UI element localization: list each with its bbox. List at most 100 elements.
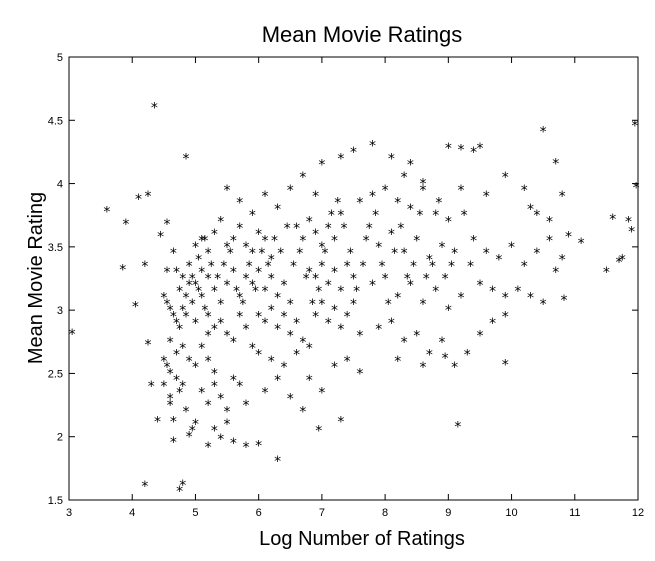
data-point: * (318, 297, 325, 313)
data-point: * (280, 309, 287, 325)
data-point: * (280, 360, 287, 376)
data-point: * (179, 341, 186, 357)
data-point: * (160, 354, 167, 370)
data-point: * (312, 309, 319, 325)
data-point: * (274, 322, 281, 338)
data-point: * (230, 234, 237, 250)
y-tick-label: 3 (57, 305, 63, 317)
data-point: * (388, 316, 395, 332)
data-point: * (293, 316, 300, 332)
data-point: * (157, 230, 164, 246)
data-point: * (151, 101, 158, 117)
data-points: ******************* *********************… (69, 101, 640, 501)
data-point: * (625, 215, 632, 231)
data-point: * (205, 354, 212, 370)
data-point: * (533, 208, 540, 224)
data-point: * (195, 253, 202, 269)
data-point: * (426, 347, 433, 363)
data-point: * (179, 303, 186, 319)
data-point: * (230, 436, 237, 452)
data-point: * (217, 297, 224, 313)
data-point: * (69, 327, 76, 343)
data-point: * (284, 221, 291, 237)
data-point: * (299, 170, 306, 186)
data-point: * (179, 272, 186, 288)
data-point: * (318, 385, 325, 401)
data-point: * (356, 328, 363, 344)
data-point: * (255, 439, 262, 455)
data-point: * (306, 341, 313, 357)
data-point: * (179, 379, 186, 395)
data-point: * (243, 322, 250, 338)
data-point: * (205, 309, 212, 325)
data-point: * (145, 337, 152, 353)
data-point: * (167, 303, 174, 319)
data-point: * (186, 278, 193, 294)
data-point: * (239, 297, 246, 313)
data-point: * (261, 189, 268, 205)
data-point: * (442, 272, 449, 288)
data-point: * (217, 316, 224, 332)
data-point: * (176, 385, 183, 401)
data-point: * (214, 272, 221, 288)
data-point: * (189, 297, 196, 313)
data-point: * (211, 366, 218, 382)
data-point: * (439, 240, 446, 256)
data-point: * (420, 183, 427, 199)
data-point: * (356, 196, 363, 212)
data-point: * (141, 479, 148, 495)
data-point: * (186, 430, 193, 446)
data-point: * (457, 290, 464, 306)
data-point: * (394, 290, 401, 306)
data-point: * (328, 208, 335, 224)
data-point: * (230, 265, 237, 281)
data-point: * (407, 158, 414, 174)
data-point: * (502, 358, 509, 374)
data-point: * (182, 404, 189, 420)
data-point: * (201, 303, 208, 319)
data-point: * (179, 478, 186, 494)
data-point: * (366, 221, 373, 237)
data-point: * (287, 328, 294, 344)
data-point: * (337, 322, 344, 338)
data-point: * (176, 322, 183, 338)
x-tick-label: 4 (129, 507, 135, 519)
data-point: * (331, 265, 338, 281)
data-point: * (521, 183, 528, 199)
data-point: * (413, 328, 420, 344)
data-point: * (243, 440, 250, 456)
data-point: * (337, 151, 344, 167)
data-point: * (470, 234, 477, 250)
data-point: * (163, 265, 170, 281)
data-point: * (293, 347, 300, 363)
data-point: * (318, 259, 325, 275)
data-point: * (435, 196, 442, 212)
data-point: * (192, 417, 199, 433)
data-point: * (192, 240, 199, 256)
data-point: * (312, 189, 319, 205)
data-point: * (258, 246, 265, 262)
data-point: * (502, 309, 509, 325)
data-point: * (559, 253, 566, 269)
data-point: * (268, 354, 275, 370)
data-point: * (432, 284, 439, 300)
data-point: * (375, 240, 382, 256)
data-point: * (201, 234, 208, 250)
data-point: * (416, 208, 423, 224)
data-point: * (445, 215, 452, 231)
data-point: * (170, 246, 177, 262)
data-point: * (182, 309, 189, 325)
data-point: * (167, 392, 174, 408)
data-point: * (306, 373, 313, 389)
data-point: * (280, 278, 287, 294)
data-point: * (454, 420, 461, 436)
data-point: * (344, 309, 351, 325)
data-point: * (141, 259, 148, 275)
data-point: * (122, 217, 129, 233)
data-point: * (394, 354, 401, 370)
data-point: * (382, 183, 389, 199)
data-point: * (401, 170, 408, 186)
data-point: * (160, 290, 167, 306)
data-point: * (552, 265, 559, 281)
data-point: * (211, 227, 218, 243)
